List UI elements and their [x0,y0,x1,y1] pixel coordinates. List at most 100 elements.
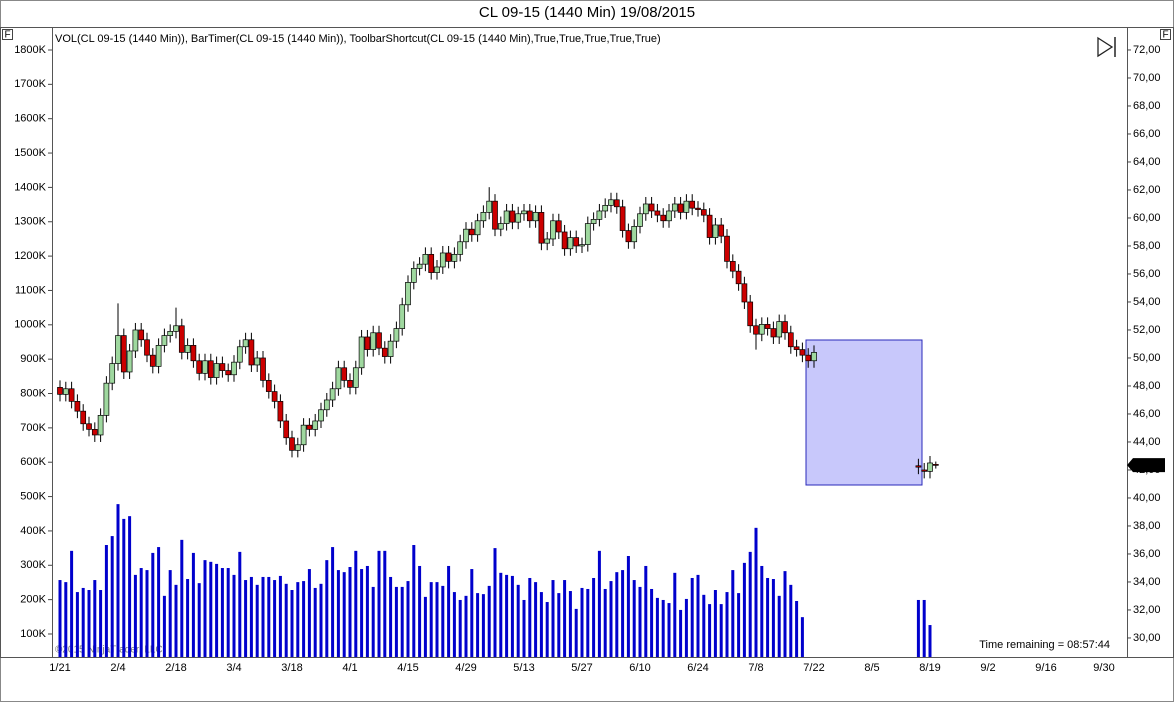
volume-bar [470,569,474,657]
candle-body [393,328,400,342]
y-tick-label: 1200K [14,250,46,262]
x-tick-label: 5/27 [571,662,592,674]
volume-bar [255,584,259,657]
candle-body [283,420,290,439]
volume-bar [249,576,253,657]
volume-bar [162,595,166,657]
y2-tick-label: 30,00 [1133,632,1161,644]
volume-bar [702,594,706,657]
volume-bar [389,576,393,657]
candle-body [335,367,342,390]
candle-body [416,263,423,269]
candle-body [741,283,748,303]
volume-bar [371,586,375,657]
candle-body [648,203,655,212]
y-tick-label: 700K [20,422,46,434]
candle-body [97,415,104,436]
x-tick-label: 4/15 [397,662,418,674]
candle-body [567,237,574,250]
y2-tick-label: 34,00 [1133,576,1161,588]
candle-body [555,220,562,233]
volume-bar [226,568,230,657]
candle-body [352,367,359,388]
volume-bar [168,570,172,657]
y2-tick-label: 38,00 [1133,520,1161,532]
panel-button[interactable] [1160,29,1171,40]
candle-body [764,324,771,329]
volume-bar [464,595,468,657]
volume-bar [441,585,445,657]
candle-body [219,363,226,371]
volume-bar [563,580,567,657]
candle-body [613,199,620,208]
y2-tick-label: 60,00 [1133,212,1161,224]
volume-bar [273,580,277,657]
candle-body [602,205,609,212]
candle-body [492,200,498,230]
volume-bar [174,584,178,657]
volume-bar [661,599,665,657]
drawn-rectangle[interactable] [805,339,923,486]
volume-bar [331,547,335,657]
volume-bar [539,592,543,657]
x-tick-label: 7/8 [748,662,763,674]
volume-bar [186,579,190,657]
volume-bar [354,550,358,657]
chart-title: CL 09-15 (1440 Min) 19/08/2015 [479,4,695,21]
volume-bar [110,536,114,657]
volume-bar [319,583,323,657]
candle-body [86,423,92,430]
volume-bar [632,580,636,657]
volume-bar [64,582,68,657]
volume-bar [766,577,770,657]
volume-bar [302,581,306,657]
candle-body [80,410,87,425]
volume-bar [342,572,346,657]
candle-body [62,388,69,395]
volume-bar [377,550,381,657]
candle-body [358,336,365,369]
volume-bar [748,551,752,657]
play-icon[interactable] [1097,36,1114,58]
volume-bar [290,590,294,657]
candle-body [149,354,156,367]
candle-body [318,409,324,422]
volume-bar [197,583,201,657]
volume-bar [771,579,775,657]
candle-body [463,228,469,243]
scroll-to-end-button[interactable] [1097,36,1116,58]
volume-bar [551,580,555,657]
candle-body [619,206,626,231]
candle-body [782,321,788,334]
y-tick-label: 600K [20,456,46,468]
candle-body [109,363,116,384]
volume-bar [394,586,398,657]
volume-bar [673,572,677,657]
volume-bar [626,556,630,657]
candle-body [445,252,452,262]
panel-button[interactable] [2,29,13,40]
candle-body [68,388,75,402]
volume-bar [348,566,352,657]
x-tick-label: 6/24 [687,662,708,674]
candle-body [451,254,458,262]
panel-button-label[interactable]: F [1162,30,1168,41]
candle-body [538,212,545,244]
volume-bar [232,574,236,657]
volume-bar [238,551,242,657]
volume-bar [719,604,723,657]
volume-bar [429,582,433,657]
candle-body [91,429,98,436]
panel-button-label[interactable]: F [4,30,10,41]
candle-body [207,360,214,378]
candle-body [120,335,127,373]
volume-bar [220,568,224,657]
volume-bar [481,594,485,657]
x-tick-label: 2/4 [110,662,125,674]
candle-body [167,331,174,336]
x-tick-label: 9/2 [980,662,995,674]
candle-body [387,340,394,357]
candle-body [265,380,272,392]
y-tick-label: 1300K [14,216,46,228]
